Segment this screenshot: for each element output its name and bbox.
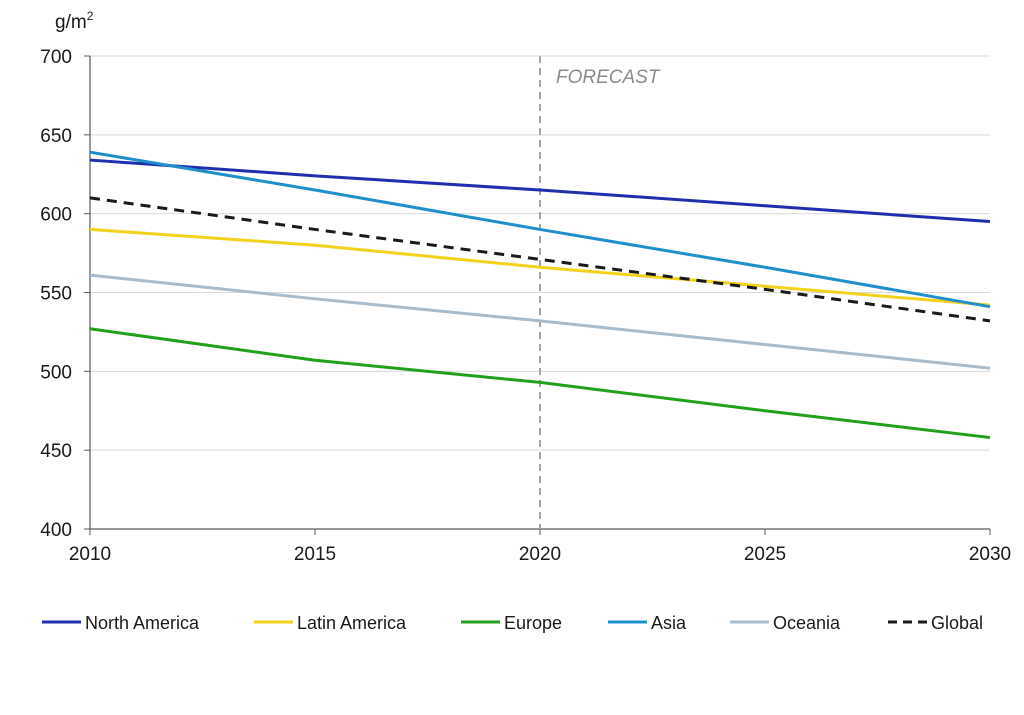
series-line-latin-america	[89, 227, 991, 307]
y-axis-label: g/m2	[55, 9, 94, 33]
series-line-oceania	[89, 273, 991, 370]
y-tick-label: 600	[40, 205, 72, 226]
y-tick-label: 500	[40, 362, 72, 383]
x-tick-label: 2015	[294, 544, 336, 565]
legend-label: Europe	[504, 613, 562, 633]
y-tick-label: 400	[40, 520, 72, 541]
y-axis-label-superscript: 2	[87, 9, 94, 23]
series-line-europe	[89, 327, 991, 440]
series-line-global	[89, 196, 991, 323]
legend-label: Oceania	[773, 613, 841, 633]
x-tick-label: 2020	[519, 544, 561, 565]
series-line-north-america	[89, 158, 991, 224]
y-tick-label: 550	[40, 284, 72, 305]
legend-item: Global	[888, 613, 983, 633]
legend-item: Europe	[461, 613, 562, 633]
legend-item: North America	[42, 613, 200, 633]
x-tick-label: 2025	[744, 544, 786, 565]
x-axis-ticks: 2010 2015 2020 2025 2030	[69, 529, 1011, 565]
forecast-marker: FORECAST	[539, 56, 661, 529]
legend: North America Latin America Europe Asia Ocea…	[42, 613, 983, 633]
legend-item: Oceania	[730, 613, 841, 633]
forecast-label: FORECAST	[556, 67, 661, 88]
legend-item: Asia	[608, 613, 687, 633]
y-tick-label: 450	[40, 441, 72, 462]
x-tick-label: 2030	[969, 544, 1011, 565]
legend-label: North America	[85, 613, 200, 633]
y-tick-label: 650	[40, 126, 72, 147]
legend-label: Global	[931, 613, 983, 633]
y-axis-label-text: g/m	[55, 12, 87, 33]
series-line-asia	[89, 150, 991, 309]
series-lines	[89, 150, 991, 440]
legend-label: Latin America	[297, 613, 407, 633]
x-tick-label: 2010	[69, 544, 111, 565]
y-tick-label: 700	[40, 47, 72, 68]
legend-item: Latin America	[254, 613, 407, 633]
legend-label: Asia	[651, 613, 687, 633]
y-axis-ticks: 400 450 500 550 600 650 700	[40, 47, 90, 541]
